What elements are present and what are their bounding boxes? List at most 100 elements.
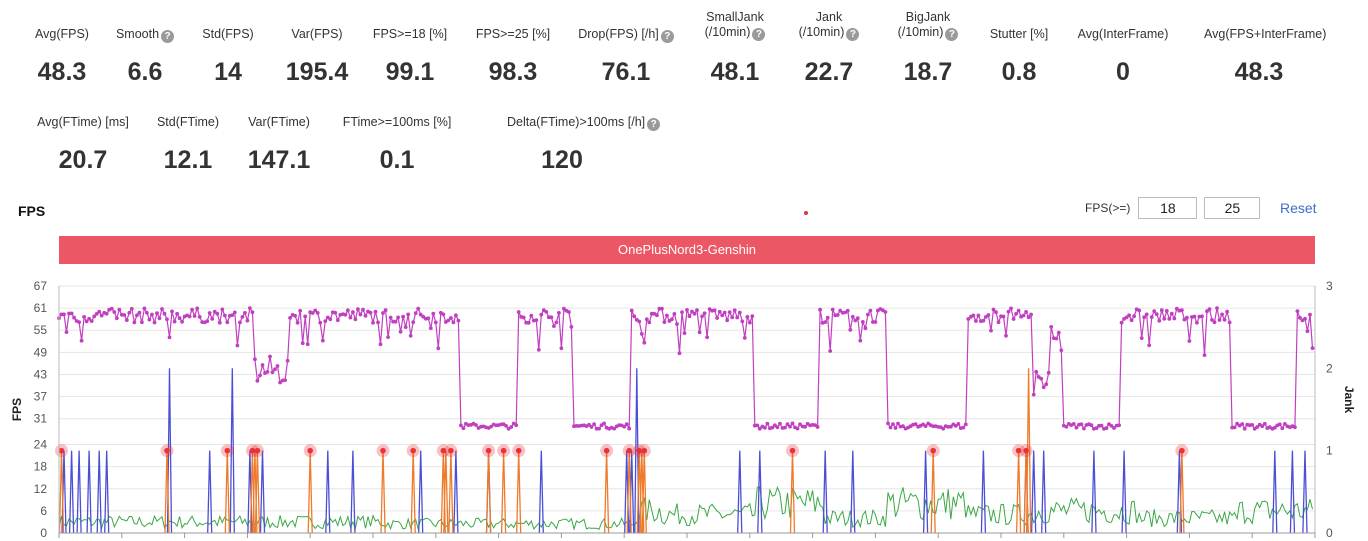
help-icon[interactable]: ?: [752, 28, 766, 41]
jank-marker: [164, 447, 170, 454]
help-icon[interactable]: ?: [846, 28, 860, 41]
fps-point: [248, 306, 252, 310]
fps-point: [162, 311, 167, 316]
fps-point: [863, 326, 868, 331]
fps-point: [333, 310, 338, 315]
jank-small-spike: [350, 450, 356, 534]
fps-point: [858, 338, 863, 343]
fps-point: [1112, 426, 1116, 430]
fps-point: [232, 310, 237, 315]
fps-point: [956, 422, 961, 426]
fps-point: [273, 367, 277, 372]
jank-big-spike: [930, 450, 936, 534]
fps-point: [1187, 339, 1192, 343]
device-banner[interactable]: OnePlusNord3-Genshin: [59, 236, 1315, 264]
jank-small-spike: [259, 450, 266, 534]
jank-marker: [440, 447, 447, 454]
fps-point: [1079, 422, 1084, 427]
help-icon[interactable]: ?: [945, 28, 959, 41]
fps-point: [1283, 422, 1287, 426]
stat-label: FTime>=100ms [%]: [342, 115, 452, 129]
fps-point: [177, 316, 182, 321]
stats_row1-stat-1: Smooth? 6.6: [90, 26, 200, 86]
fps-point: [461, 426, 466, 431]
fps-point: [509, 425, 514, 429]
fps-point: [989, 328, 993, 333]
fps-point: [180, 319, 185, 324]
fps-point: [1157, 318, 1162, 323]
fps-point: [536, 347, 541, 352]
stat-value: 48.1: [710, 58, 760, 86]
fps-point: [569, 325, 574, 329]
fps-point: [961, 425, 966, 430]
fps-point: [757, 426, 762, 431]
fps-line: [58, 306, 1314, 431]
fps-point: [318, 320, 323, 325]
fps-point: [592, 422, 596, 426]
fps-point: [1109, 424, 1114, 428]
jank-marker: [500, 447, 507, 454]
help-icon[interactable]: ?: [647, 118, 661, 131]
jank-markers: [55, 444, 1189, 458]
fps-point: [1009, 306, 1013, 311]
fps-point: [1202, 353, 1207, 357]
fps-point: [687, 314, 692, 319]
fps-point: [991, 307, 996, 312]
stat-value: 195.4: [285, 58, 349, 86]
jank-big-spike: [1025, 368, 1032, 534]
fps-point: [175, 311, 180, 316]
fps-point: [1014, 311, 1018, 316]
fps-point: [441, 312, 446, 317]
help-icon[interactable]: ?: [161, 30, 175, 43]
fps-point: [971, 313, 976, 318]
fps-point: [431, 311, 436, 316]
stat-label: Avg(FPS): [35, 27, 89, 41]
jank-marker: [448, 447, 454, 454]
stat-value: 48.3: [1234, 58, 1284, 86]
fps-point: [356, 307, 360, 312]
fps-point: [818, 307, 822, 312]
stat-label: Delta(FTime)>100ms [/h]?: [507, 114, 661, 131]
stat-label: Stutter [%]: [989, 27, 1049, 41]
help-icon[interactable]: ?: [660, 30, 674, 43]
fps-threshold-input-2[interactable]: [1204, 197, 1261, 219]
fps-point: [602, 421, 606, 426]
fps-point: [376, 320, 380, 325]
fps-point: [705, 335, 709, 340]
fps-point: [763, 425, 767, 430]
fps-threshold-input-1[interactable]: [1138, 197, 1198, 219]
stats_row1-stat-10: Stutter [%] 0.8: [964, 26, 1074, 86]
fps-point: [622, 424, 627, 429]
reset-link[interactable]: Reset: [1280, 200, 1317, 216]
y-left-tick-label: 67: [34, 279, 48, 293]
fps-point: [845, 308, 850, 313]
fps-point: [1132, 314, 1136, 319]
fps-point: [205, 319, 210, 324]
fps-point: [207, 311, 212, 315]
fps-point: [217, 320, 222, 325]
fps-point: [557, 311, 561, 315]
fps-point: [1277, 422, 1282, 427]
y-left-tick-label: 61: [34, 301, 48, 315]
jank-marker: [1179, 447, 1185, 454]
fps-point: [155, 311, 159, 316]
stat-value: 120: [541, 146, 583, 174]
fps-point: [160, 307, 164, 311]
jank-small-spike: [96, 450, 102, 534]
fps-point: [855, 316, 860, 321]
fps-point: [755, 423, 760, 428]
stat-label: Std(FPS): [202, 27, 254, 41]
jank-big-spike: [307, 450, 313, 534]
fps-point: [1192, 314, 1197, 319]
fps-point: [300, 341, 305, 346]
fps-point: [1154, 312, 1159, 317]
fps-point: [381, 311, 385, 315]
y-left-tick-label: 6: [40, 504, 47, 518]
fps-point: [373, 309, 378, 314]
jank-small-spike: [104, 450, 110, 534]
fps-point: [986, 313, 991, 317]
fps-point: [644, 317, 649, 322]
fps-point: [1144, 312, 1149, 317]
y-right-axis-title: Jank: [1342, 386, 1356, 414]
